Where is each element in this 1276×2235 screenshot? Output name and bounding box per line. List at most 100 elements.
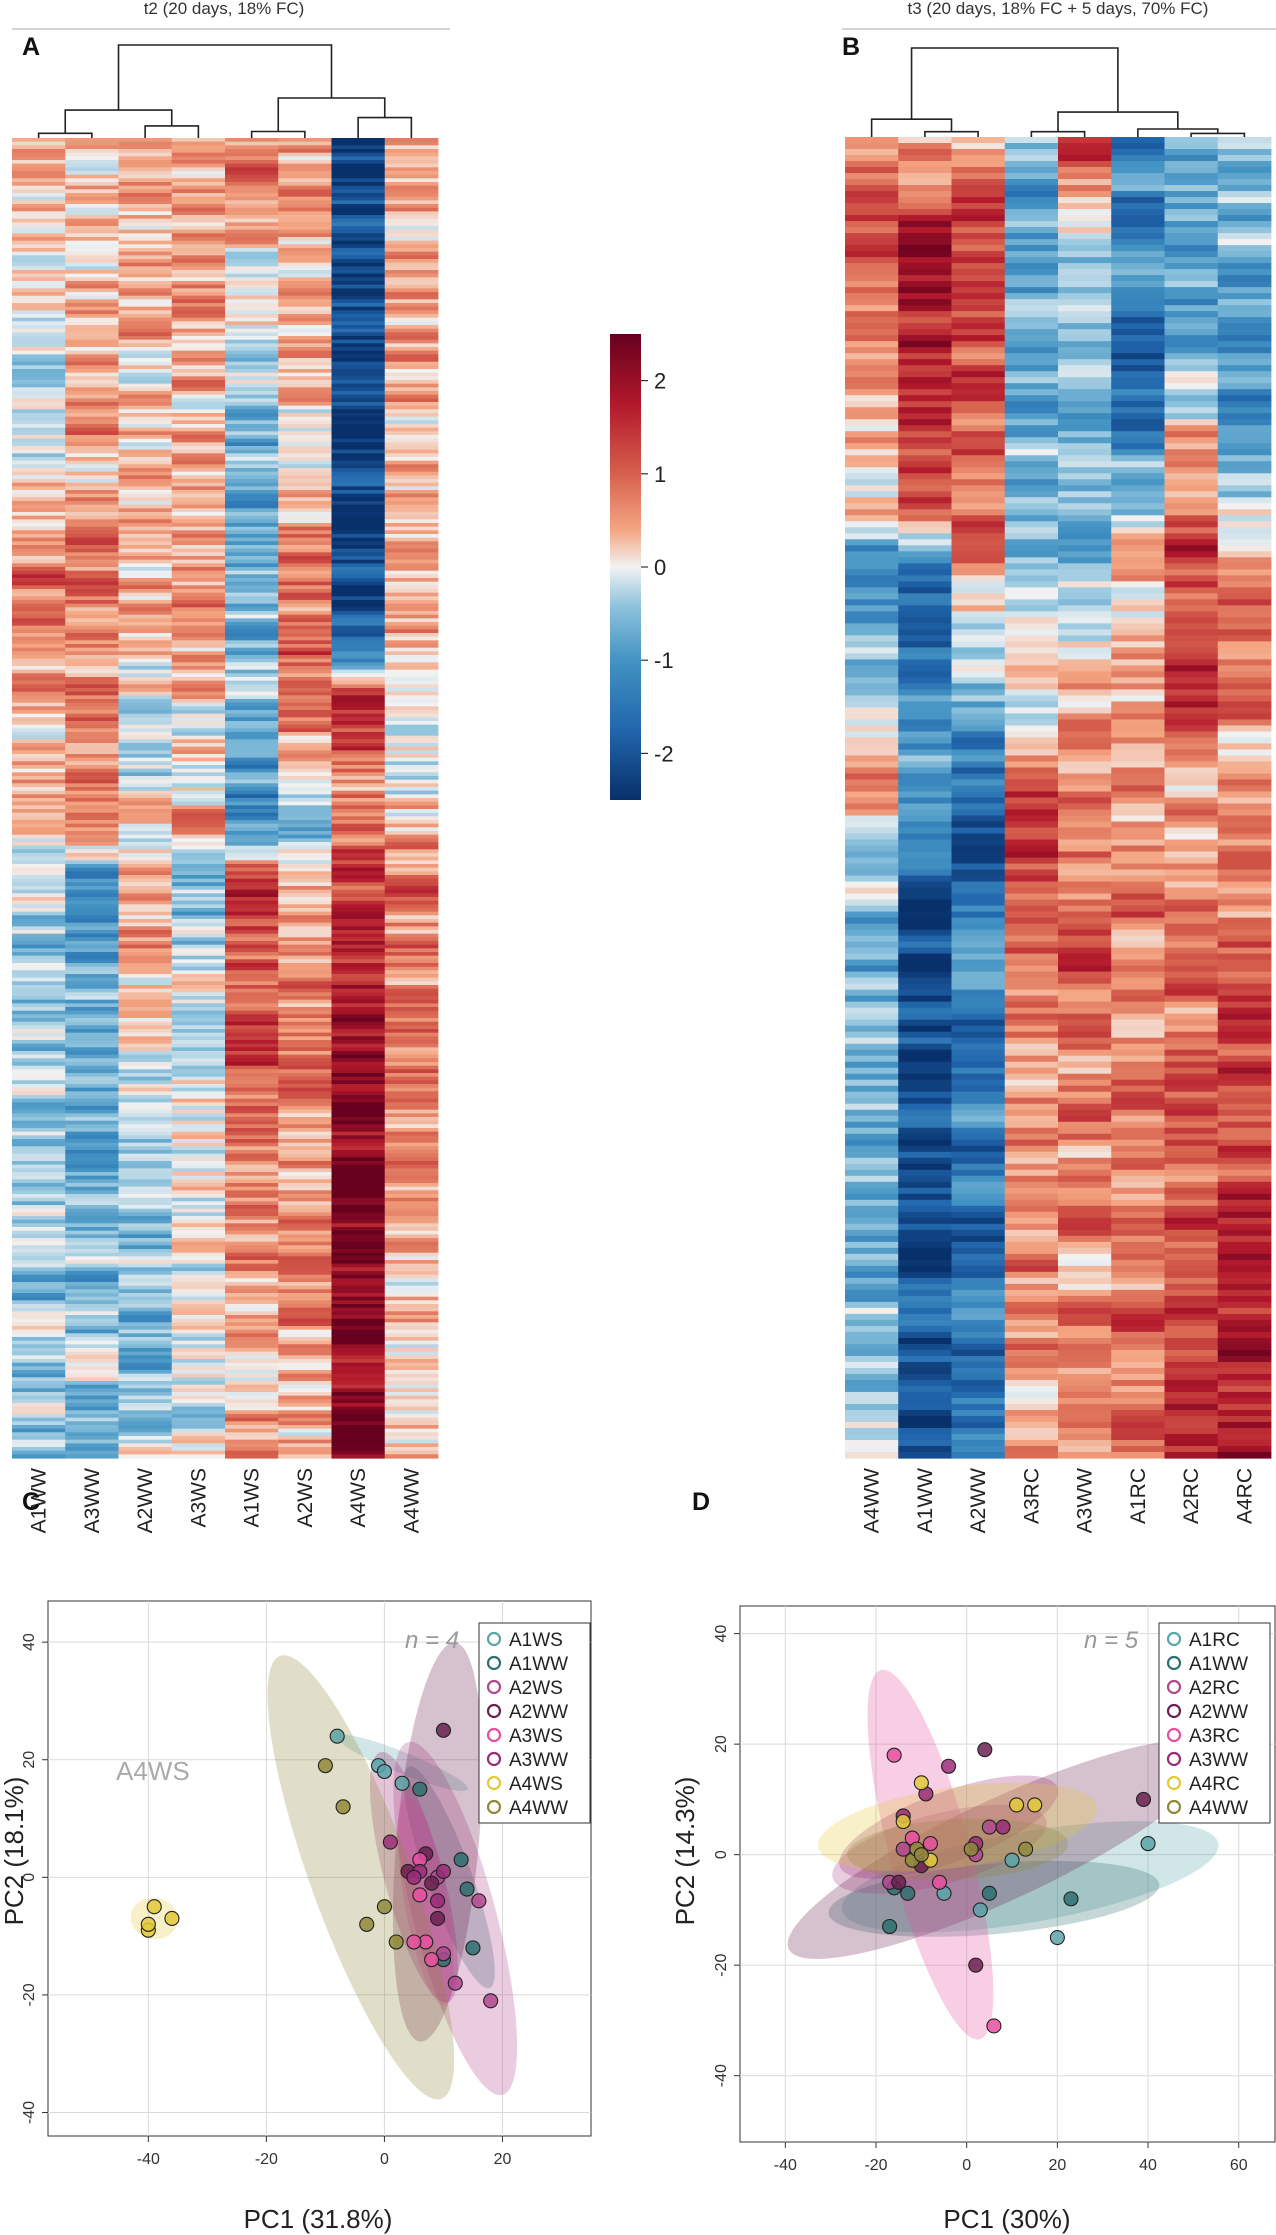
heatmap-cell [898, 881, 952, 889]
heatmap-cell [1217, 1097, 1272, 1105]
heatmap-cell [225, 321, 279, 326]
heatmap-cell [331, 1318, 386, 1323]
heatmap-cell [384, 878, 439, 883]
heatmap-cell [331, 1223, 386, 1228]
heatmap-cell [331, 633, 386, 638]
heatmap-cell [12, 453, 66, 458]
heatmap-cell [171, 937, 226, 942]
heatmap-cell [12, 963, 66, 968]
heatmap-cell [118, 1106, 173, 1111]
heatmap-cell [898, 575, 952, 582]
heatmap-cell [845, 1373, 899, 1381]
heatmap-cell [951, 1307, 1006, 1315]
heatmap-cell [1217, 1061, 1272, 1069]
heatmap-cell [331, 1025, 386, 1030]
heatmap-cell [118, 545, 173, 550]
heatmap-cell [898, 1445, 952, 1453]
heatmap-cell [171, 974, 226, 979]
heatmap-cell [278, 171, 332, 176]
color-scale-gradient [610, 334, 641, 800]
heatmap-cell [171, 207, 226, 212]
heatmap-cell [225, 717, 279, 722]
heatmap-cell [331, 383, 386, 388]
heatmap-cell [951, 1289, 1006, 1297]
heatmap-cell [12, 383, 66, 388]
heatmap-cell [331, 446, 386, 451]
heatmap-cell [898, 1169, 952, 1177]
heatmap-cell [225, 963, 279, 968]
heatmap-cell [384, 666, 439, 671]
heatmap-cell [1004, 965, 1059, 973]
heatmap-cell [278, 1183, 332, 1188]
heatmap-cell [951, 1061, 1006, 1069]
heatmap-cell [331, 754, 386, 759]
heatmap-cell [118, 625, 173, 630]
heatmap-cell [898, 1175, 952, 1183]
heatmap-cell [65, 391, 119, 396]
heatmap-cell [1217, 389, 1272, 396]
heatmap-cell [65, 1146, 119, 1151]
heatmap-cell [331, 376, 386, 381]
heatmap-cell [331, 1186, 386, 1191]
heatmap-cell [1217, 257, 1272, 264]
heatmap-cell [278, 1179, 332, 1184]
heatmap-cell [12, 1168, 66, 1173]
heatmap-cell [225, 446, 279, 451]
heatmap-cell [1004, 431, 1059, 438]
heatmap-cell [331, 354, 386, 359]
heatmap-cell [278, 636, 332, 641]
heatmap-cell [1217, 203, 1272, 210]
heatmap-cell [118, 248, 173, 253]
heatmap-cell [1004, 779, 1059, 787]
heatmap-cell [12, 1403, 66, 1408]
heatmap-cell [171, 600, 226, 605]
heatmap-cell [225, 1197, 279, 1202]
heatmap-cell [845, 449, 899, 456]
dendrogram-branch [870, 118, 953, 137]
heatmap-cell [278, 1263, 332, 1268]
heatmap-cell [951, 905, 1006, 913]
heatmap-cell [951, 185, 1006, 192]
heatmap-cell [225, 222, 279, 227]
heatmap-cell [118, 1333, 173, 1338]
heatmap-cell [278, 911, 332, 916]
heatmap-cell [225, 1102, 279, 1107]
heatmap-cell [171, 1432, 226, 1437]
heatmap-cell [12, 482, 66, 487]
heatmap-cell [171, 141, 226, 146]
heatmap-cell [951, 593, 1006, 600]
heatmap-cell [65, 963, 119, 968]
heatmap-cell [951, 887, 1006, 895]
heatmap-cell [1004, 521, 1059, 528]
heatmap-cell [225, 1032, 279, 1037]
heatmap-cell [331, 1219, 386, 1224]
heatmap-cell [951, 971, 1006, 979]
heatmap-cell [1217, 1307, 1272, 1315]
heatmap-cell [118, 640, 173, 645]
heatmap-cell [898, 1181, 952, 1189]
heatmap-cell [384, 460, 439, 465]
heatmap-cell [278, 160, 332, 165]
heatmap-cell [65, 1135, 119, 1140]
heatmap-cell [1004, 407, 1059, 414]
heatmap-cell [1058, 335, 1112, 342]
heatmap-cell [225, 501, 279, 506]
heatmap-cell [65, 292, 119, 297]
heatmap-cell [1164, 1247, 1219, 1255]
heatmap-cell [171, 1003, 226, 1008]
heatmap-cell [225, 1384, 279, 1389]
heatmap-cell [1004, 449, 1059, 456]
heatmap-cell [1111, 749, 1165, 757]
heatmap-cell [278, 1205, 332, 1210]
heatmap-cell [12, 966, 66, 971]
heatmap-cell [1164, 989, 1219, 997]
heatmap-cell [1111, 1157, 1165, 1165]
legend-label-A4RC: A4RC [1189, 1774, 1240, 1795]
heatmap-cell [118, 655, 173, 660]
heatmap-cell [1111, 1247, 1165, 1255]
heatmap-cell [384, 1425, 439, 1430]
heatmap-cell [171, 691, 226, 696]
heatmap-cell [1217, 815, 1272, 823]
heatmap-cell [1164, 215, 1219, 222]
heatmap-cell [1111, 1205, 1165, 1213]
